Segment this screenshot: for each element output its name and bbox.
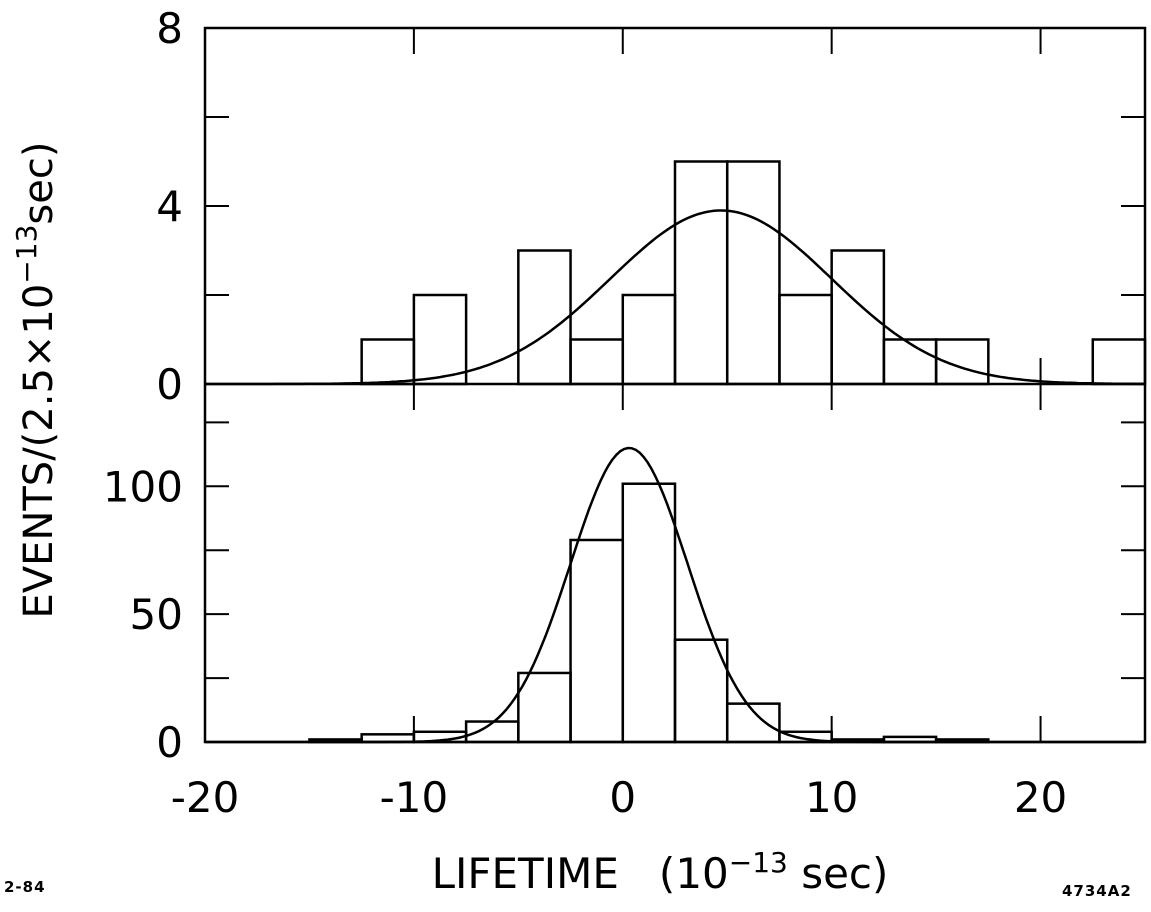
lower-y-tick-label: 0 <box>156 718 183 767</box>
x-tick-label: 20 <box>1014 773 1067 822</box>
lower-gaussian-fit-curve <box>205 446 1145 744</box>
x-axis-title-main: LIFETIME (10 <box>432 849 729 898</box>
upper-y-tick-label: 0 <box>156 360 183 409</box>
upper-gaussian-fit-curve <box>205 209 1145 386</box>
upper-histogram-bin <box>1091 338 1147 386</box>
x-axis-title-sup: −13 <box>729 846 788 879</box>
x-tick-label: 0 <box>609 773 636 822</box>
lower-y-tick-label: 50 <box>130 590 183 639</box>
tick-labels-layer: 0 4 8 0 50 100 -20 -10 0 10 20 <box>103 4 1067 822</box>
y-axis-title-sup: −13 <box>10 225 43 284</box>
fit-curves-layer <box>205 209 1145 744</box>
upper-histogram-bin <box>621 293 677 386</box>
lower-histogram-bin <box>673 638 729 744</box>
lower-histogram-bin <box>569 538 625 744</box>
y-axis-title: EVENTS/(2.5×10−13sec) <box>10 142 62 619</box>
x-tick-label: 10 <box>805 773 858 822</box>
x-axis-title-tail: sec) <box>788 849 889 898</box>
upper-histogram-bin <box>517 249 572 386</box>
upper-histogram-bin <box>412 293 468 386</box>
date-code: 2-84 <box>4 878 46 896</box>
upper-histogram-bin <box>673 160 729 386</box>
y-axis-title-main: EVENTS/(2.5×10 <box>16 284 62 619</box>
lower-histogram-bin <box>725 702 781 744</box>
upper-histogram-bin <box>934 338 990 386</box>
figure-id: 4734A2 <box>1062 882 1132 900</box>
upper-histogram-bin <box>882 338 938 386</box>
x-tick-label: -20 <box>171 773 240 822</box>
lower-histogram-bin <box>517 671 572 744</box>
upper-histogram-bin <box>778 293 833 386</box>
x-tick-label: -10 <box>380 773 449 822</box>
lower-y-tick-label: 100 <box>103 462 183 511</box>
histogram-layer <box>308 160 1147 744</box>
upper-histogram-bin <box>360 338 416 386</box>
x-axis-title: LIFETIME (10−13 sec) <box>432 846 889 898</box>
lower-histogram-bin <box>778 730 833 744</box>
upper-y-tick-label: 8 <box>156 4 183 53</box>
upper-histogram-bin <box>830 249 886 386</box>
upper-histogram-bin <box>725 160 781 386</box>
upper-y-tick-label: 4 <box>156 182 183 231</box>
y-axis-title-tail: sec) <box>16 142 62 225</box>
upper-histogram-bin <box>569 338 625 386</box>
lower-histogram-bin <box>621 482 677 744</box>
lower-histogram-bin <box>464 720 520 744</box>
